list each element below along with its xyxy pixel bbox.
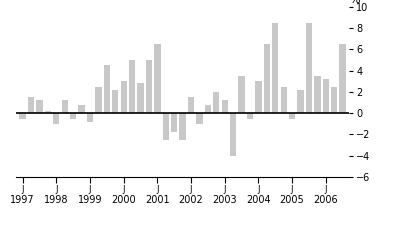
- Bar: [146, 60, 152, 113]
- Bar: [272, 23, 278, 113]
- Bar: [264, 44, 270, 113]
- Bar: [188, 97, 194, 113]
- Bar: [62, 100, 68, 113]
- Bar: [163, 113, 169, 140]
- Bar: [45, 111, 51, 113]
- Bar: [323, 79, 329, 113]
- Text: J: J: [224, 185, 226, 194]
- Text: J: J: [291, 185, 293, 194]
- Bar: [306, 23, 312, 113]
- Bar: [95, 87, 102, 113]
- Bar: [289, 113, 295, 118]
- Bar: [19, 113, 26, 118]
- Text: %: %: [349, 0, 360, 5]
- Bar: [239, 76, 245, 113]
- Bar: [339, 44, 346, 113]
- Bar: [230, 113, 236, 156]
- Text: J: J: [324, 185, 327, 194]
- Bar: [213, 92, 220, 113]
- Bar: [314, 76, 320, 113]
- Bar: [112, 90, 118, 113]
- Text: J: J: [190, 185, 192, 194]
- Text: J: J: [21, 185, 24, 194]
- Bar: [255, 81, 262, 113]
- Bar: [247, 113, 253, 118]
- Bar: [205, 105, 211, 113]
- Text: J: J: [156, 185, 159, 194]
- Bar: [36, 100, 42, 113]
- Bar: [297, 90, 304, 113]
- Bar: [87, 113, 93, 122]
- Bar: [70, 113, 76, 118]
- Text: J: J: [122, 185, 125, 194]
- Bar: [121, 81, 127, 113]
- Text: J: J: [257, 185, 260, 194]
- Text: J: J: [89, 185, 91, 194]
- Bar: [171, 113, 177, 132]
- Bar: [281, 87, 287, 113]
- Bar: [196, 113, 202, 124]
- Bar: [129, 60, 135, 113]
- Text: J: J: [55, 185, 58, 194]
- Bar: [154, 44, 160, 113]
- Bar: [331, 87, 337, 113]
- Bar: [53, 113, 60, 124]
- Bar: [79, 105, 85, 113]
- Bar: [179, 113, 186, 140]
- Bar: [104, 65, 110, 113]
- Bar: [28, 97, 34, 113]
- Bar: [137, 84, 144, 113]
- Bar: [222, 100, 228, 113]
